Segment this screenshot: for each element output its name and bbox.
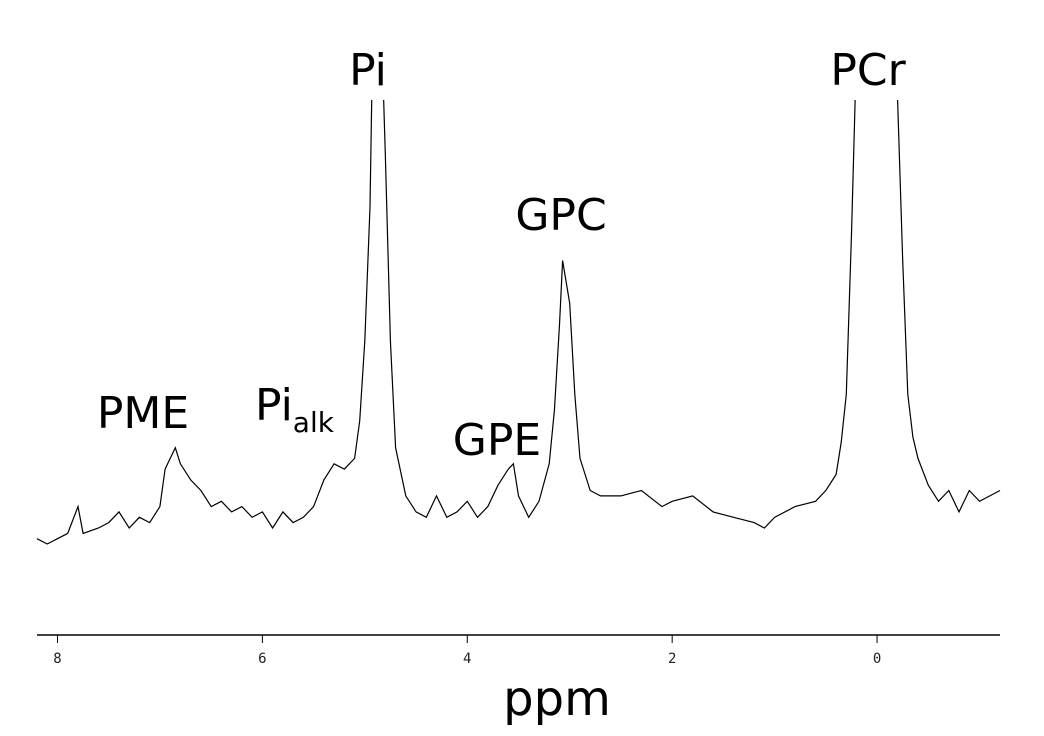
peak-label-subscript: alk (293, 406, 335, 439)
peak-label-text: GPC (515, 190, 606, 241)
peak-label-text: GPE (453, 415, 541, 466)
x-tick-label: 4 (463, 651, 471, 667)
x-tick-label: 8 (53, 651, 61, 667)
peak-label: PME (97, 388, 189, 439)
x-tick-label: 0 (873, 651, 881, 667)
x-tick-label: 6 (258, 651, 266, 667)
peak-label: Pialk (255, 380, 335, 439)
peak-label-text: Pi (255, 380, 293, 431)
x-tick-label: 2 (668, 651, 676, 667)
peak-label-text: PCr (830, 45, 906, 96)
peak-label: Pi (349, 45, 387, 96)
peak-label: GPE (453, 415, 541, 466)
spectrum-line (36, 100, 1001, 545)
peak-label-text: Pi (349, 45, 387, 96)
peak-label-text: PME (97, 388, 189, 439)
peak-label: PCr (830, 45, 906, 96)
peak-label: GPC (515, 190, 606, 241)
x-axis-label: ppm (503, 671, 611, 727)
